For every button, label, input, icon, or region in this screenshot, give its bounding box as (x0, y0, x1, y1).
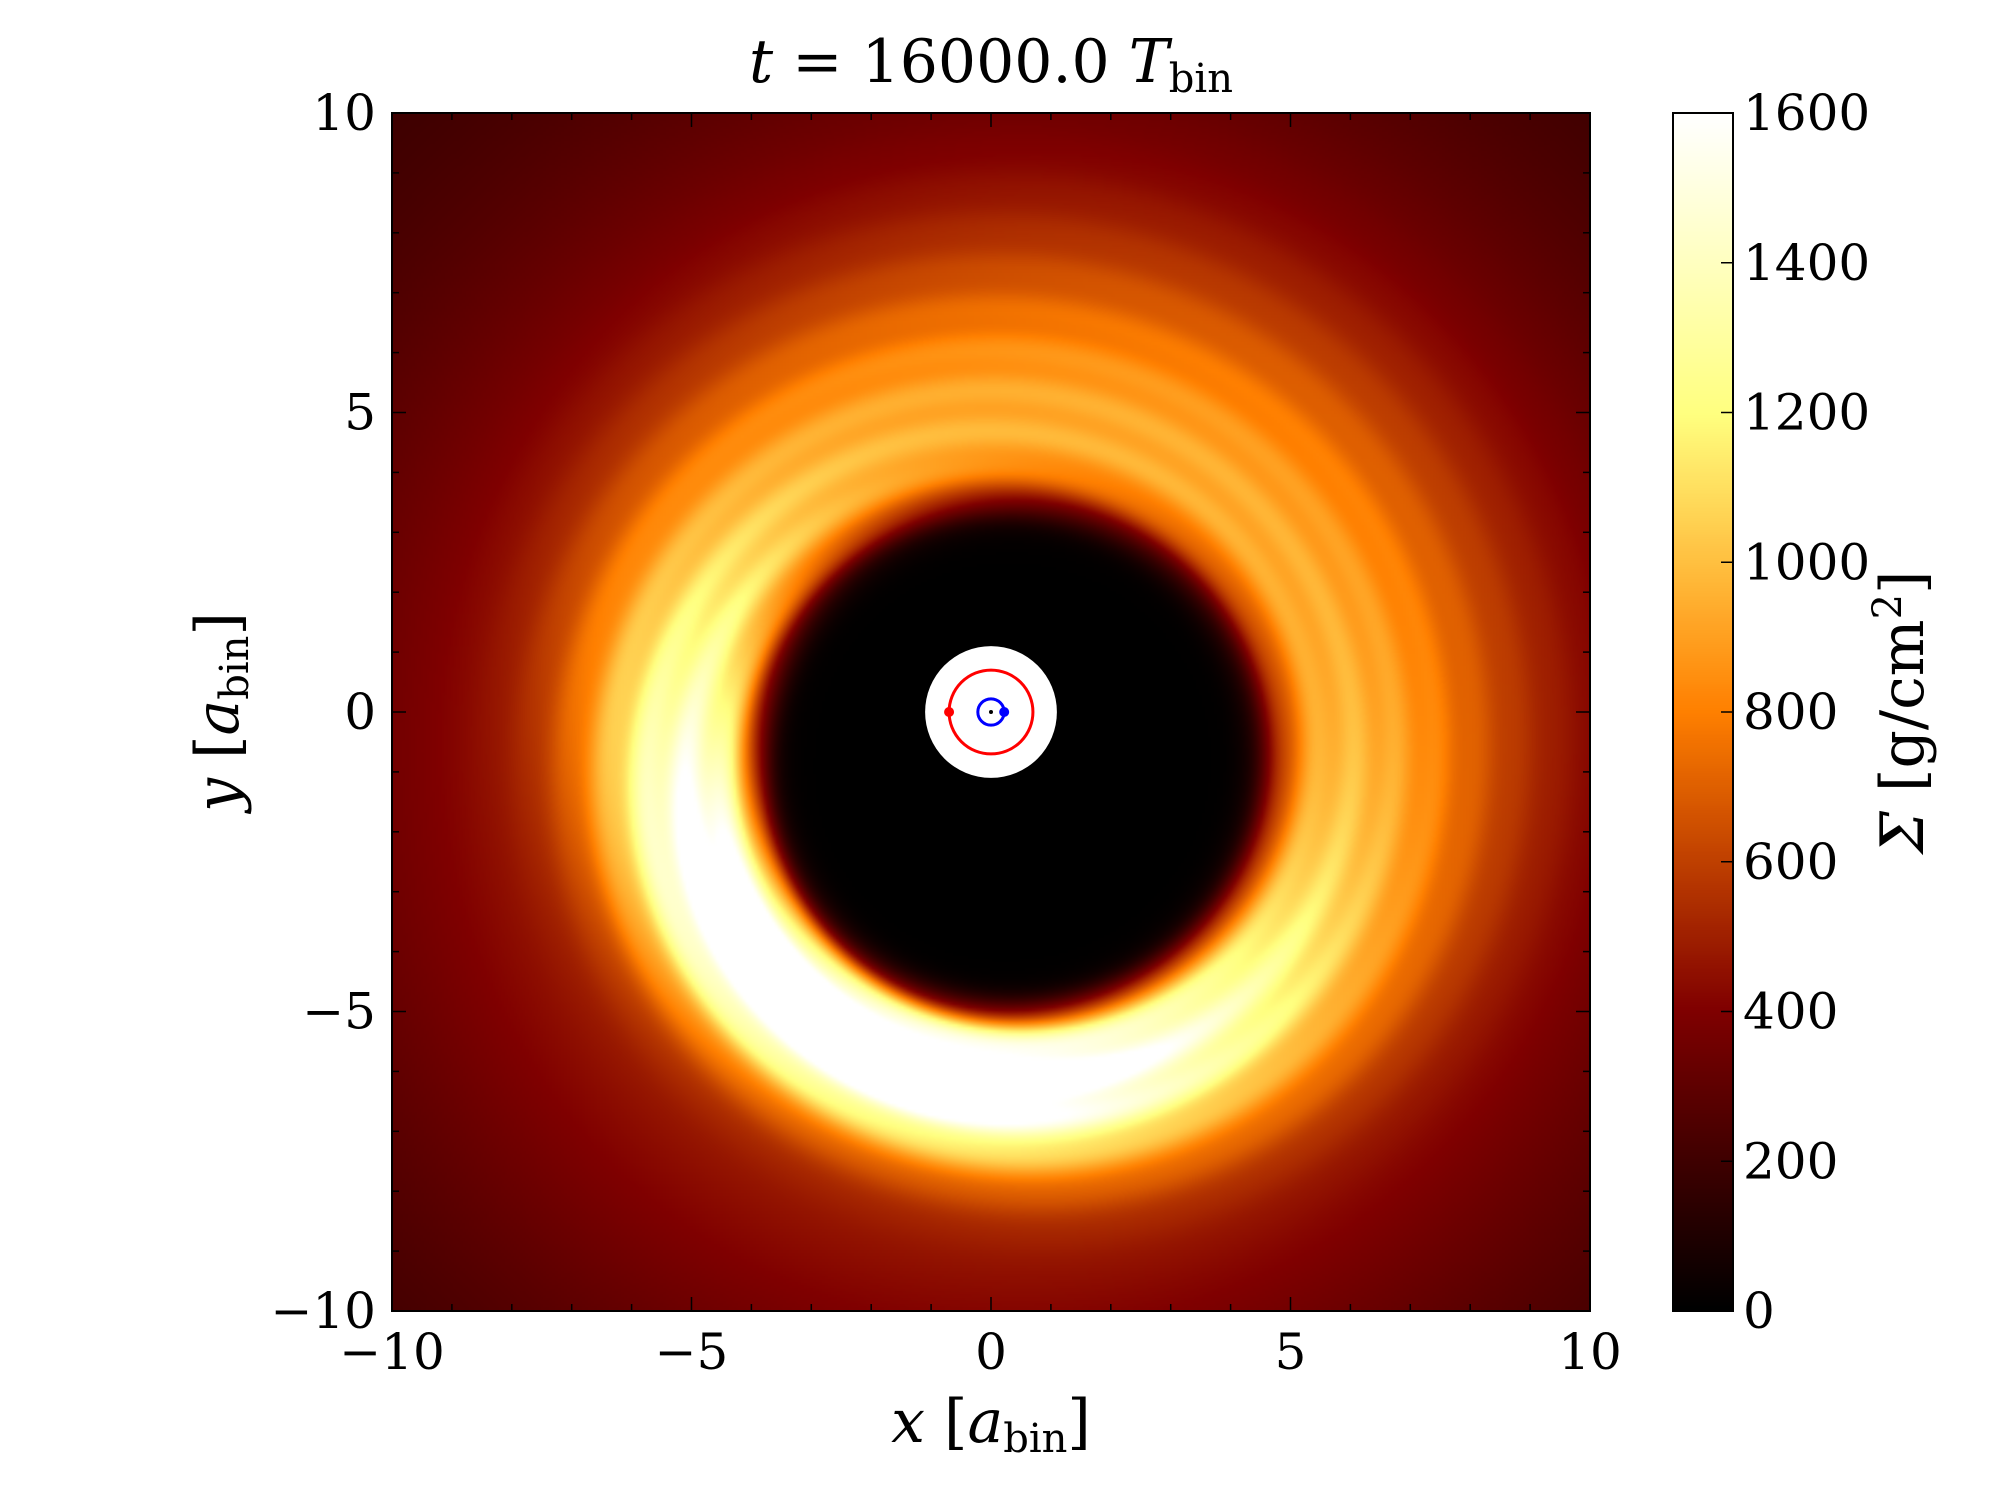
colorbar-tick-label: 1600 (1743, 84, 1870, 142)
title-sub: bin (1169, 56, 1233, 102)
x-tick-label: −10 (339, 1323, 445, 1381)
xlabel-sym: a (967, 1387, 1003, 1457)
colorbar-tick-label: 0 (1743, 1282, 1775, 1340)
primary-position (999, 707, 1010, 717)
xlabel-open: [ (925, 1387, 967, 1457)
title-sym: T (1129, 27, 1173, 97)
cblabel-sym: Σ (1868, 810, 1938, 855)
colorbar-tick-label: 1000 (1743, 533, 1870, 591)
secondary-position (944, 707, 955, 717)
ylabel-sub: bin (212, 636, 258, 700)
colorbar-tick-label: 1400 (1743, 234, 1870, 292)
x-tick-label: 5 (1275, 1323, 1307, 1381)
x-tick-label: −5 (655, 1323, 729, 1381)
title-value: = 16000.0 (773, 27, 1129, 97)
colorbar-tick-label: 600 (1743, 833, 1838, 891)
colorbar-tick-label: 400 (1743, 983, 1838, 1041)
xlabel-var: x (891, 1387, 925, 1457)
axis-ticks: −10 −5 0 5 10 −10 −5 0 5 10 (270, 84, 1621, 1381)
colorbar-tick-label: 200 (1743, 1132, 1838, 1190)
x-axis-label: x [abin] (891, 1387, 1091, 1462)
y-tick-label: 10 (312, 84, 376, 142)
center-of-mass-marker (989, 710, 993, 714)
ylabel-sym: a (183, 700, 253, 736)
y-tick-label: 0 (344, 683, 376, 741)
x-tick-label: 10 (1558, 1323, 1622, 1381)
colorbar-label: Σ [g/cm2] (1865, 571, 1938, 856)
title-var: t (749, 27, 774, 97)
chart-title: t = 16000.0 Tbin (749, 27, 1233, 102)
xlabel-sub: bin (1003, 1416, 1067, 1462)
colorbar-tick-label: 800 (1743, 683, 1838, 741)
ylabel-open: [ (183, 735, 253, 777)
y-axis-label: y [abin] (183, 612, 258, 815)
ylabel-close: ] (183, 612, 253, 635)
y-tick-label: −10 (270, 1282, 376, 1340)
x-tick-label: 0 (975, 1323, 1007, 1381)
y-tick-label: −5 (302, 983, 376, 1041)
colorbar-ticks: 0 200 400 600 800 1000 1200 1400 1600 (1721, 84, 1870, 1340)
ylabel-var: y (183, 777, 253, 815)
cblabel-close: ] (1868, 571, 1938, 594)
cblabel-sup: 2 (1865, 594, 1911, 619)
y-tick-label: 5 (344, 384, 376, 442)
xlabel-close: ] (1067, 1387, 1090, 1457)
cblabel-open: [g/cm (1868, 619, 1938, 811)
colorbar-tick-label: 1200 (1743, 384, 1870, 442)
orbit-overlays (925, 646, 1057, 778)
